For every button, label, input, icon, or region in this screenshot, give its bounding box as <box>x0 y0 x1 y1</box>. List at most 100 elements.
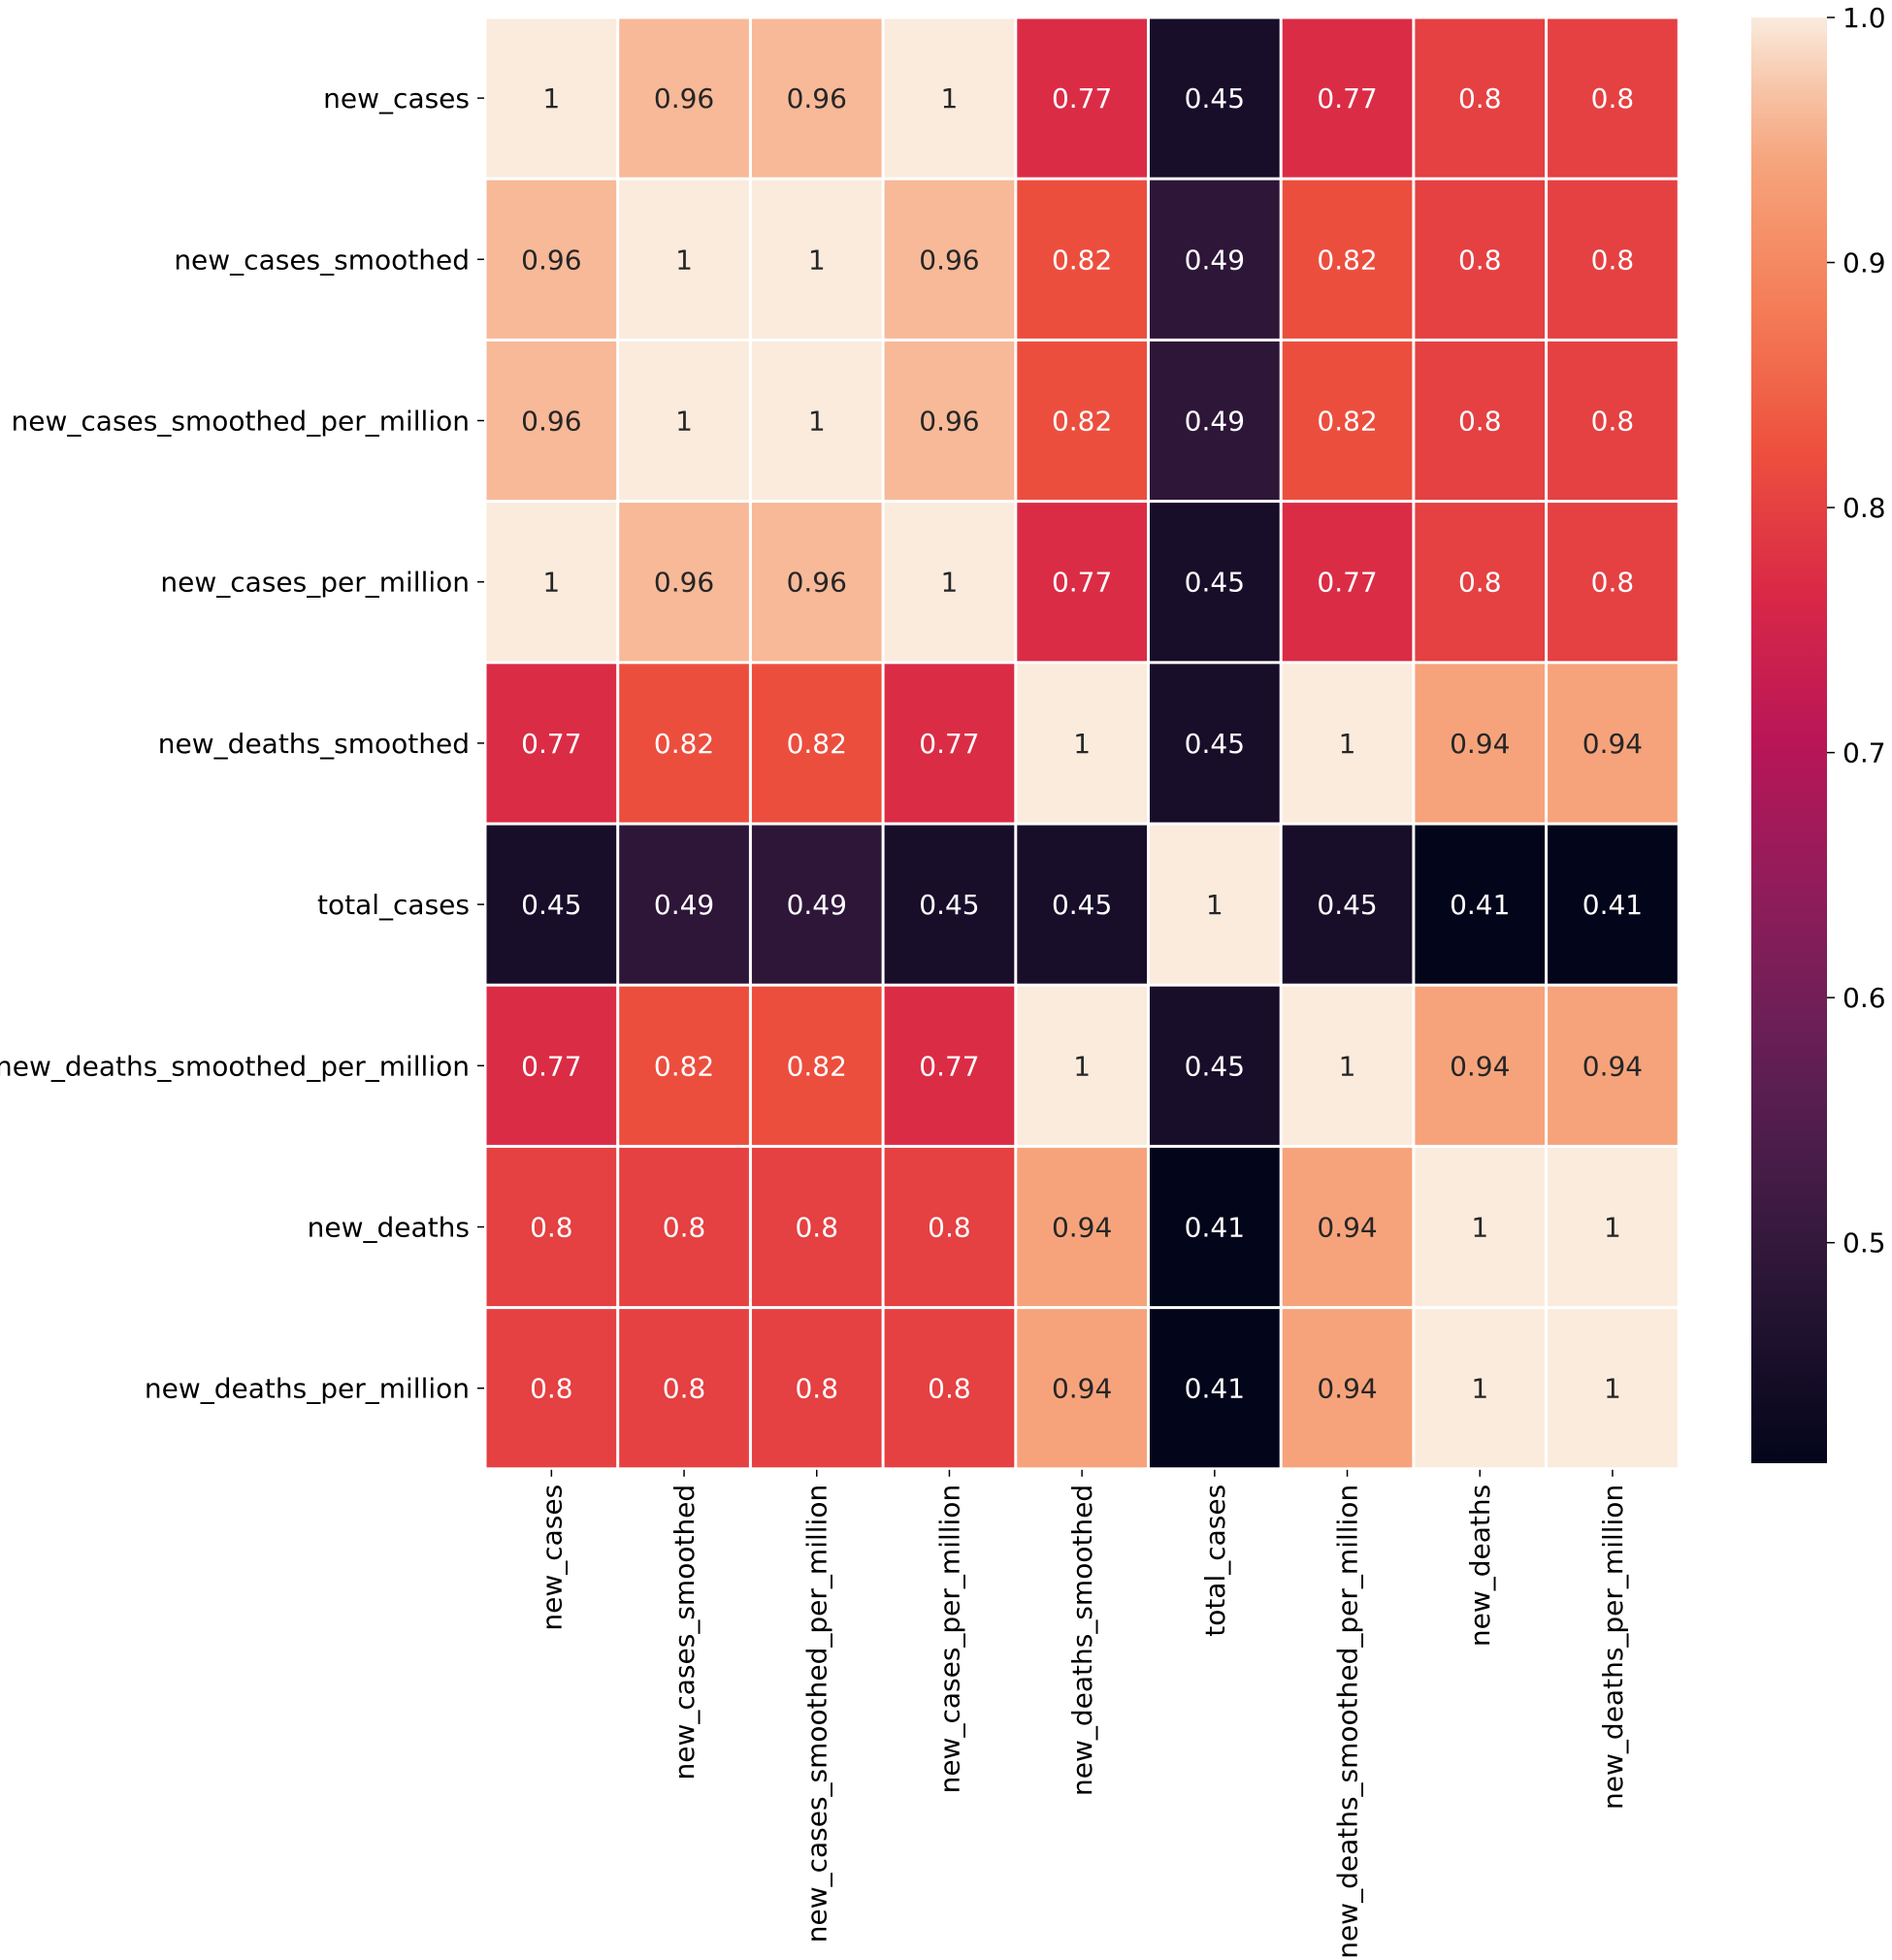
cell-value-label: 1 <box>941 567 959 599</box>
colorbar-tick-label: 1.0 <box>1843 2 1886 34</box>
cell-value-label: 1 <box>675 406 693 438</box>
x-axis-tick-label: new_cases_smoothed <box>669 1485 701 1780</box>
cell-value-label: 0.45 <box>1185 1050 1245 1082</box>
colorbar-tick-label: 0.9 <box>1843 247 1886 279</box>
heatmap-cell <box>1548 664 1678 823</box>
cell-value-label: 0.96 <box>654 567 714 599</box>
heatmap-cell <box>1282 341 1413 501</box>
heatmap-cell <box>1548 180 1678 339</box>
x-axis-tick-label: new_deaths <box>1464 1485 1496 1647</box>
heatmap-cell <box>1415 341 1546 501</box>
heatmap-cell <box>619 341 749 501</box>
cell-value-label: 0.77 <box>919 1050 979 1082</box>
heatmap-cell <box>1282 664 1413 823</box>
y-axis-tick-label: new_deaths <box>308 1212 470 1244</box>
cell-value-label: 0.8 <box>1458 244 1502 276</box>
cell-value-label: 0.94 <box>1317 1212 1377 1244</box>
cell-value-label: 1 <box>941 82 959 114</box>
cell-value-label: 0.82 <box>1052 406 1112 438</box>
y-axis-tick-label: new_cases_smoothed_per_million <box>12 406 470 438</box>
heatmap-cell <box>751 503 882 662</box>
cell-value-label: 0.96 <box>919 406 979 438</box>
heatmap-cell <box>1017 18 1147 178</box>
y-axis-tick-label: new_cases_smoothed <box>174 244 470 276</box>
heatmap-cell <box>751 18 882 178</box>
cell-value-label: 0.8 <box>530 1212 573 1244</box>
colorbar: 0.5 0.6 0.7 0.8 0.9 1.0 <box>1751 2 1886 1463</box>
heatmap-cell <box>1150 664 1280 823</box>
cell-value-label: 1 <box>542 82 560 114</box>
heatmap-cell <box>486 1147 617 1307</box>
heatmap-cell <box>619 825 749 984</box>
cell-value-label: 0.8 <box>795 1212 838 1244</box>
cell-value-label: 0.8 <box>1458 567 1502 599</box>
x-axis-tick-label: new_deaths_per_million <box>1597 1485 1629 1810</box>
colorbar-tick-label: 0.8 <box>1843 492 1886 524</box>
colorbar-gradient <box>1751 17 1827 1463</box>
heatmap-cell <box>1150 341 1280 501</box>
cell-value-label: 0.77 <box>521 728 581 760</box>
heatmap-cell <box>1548 986 1678 1145</box>
heatmap-cell <box>1150 986 1280 1145</box>
heatmap-cell <box>1415 180 1546 339</box>
cell-value-label: 0.94 <box>1450 1050 1510 1082</box>
heatmap-cell <box>884 180 1015 339</box>
heatmap-cell <box>1150 18 1280 178</box>
x-axis-tick-label: new_deaths_smoothed_per_million <box>1332 1485 1364 1959</box>
heatmap-cell <box>486 180 617 339</box>
cell-value-label: 0.82 <box>787 1050 847 1082</box>
heatmap-cell <box>884 1309 1015 1468</box>
heatmap-cell <box>1150 1147 1280 1307</box>
heatmap-cell <box>619 664 749 823</box>
heatmap-cell <box>486 986 617 1145</box>
cell-value-label: 0.77 <box>1052 567 1112 599</box>
heatmap-cell <box>1282 986 1413 1145</box>
cell-value-label: 0.96 <box>787 567 847 599</box>
heatmap-cell <box>1017 1147 1147 1307</box>
cell-value-label: 0.8 <box>1458 406 1502 438</box>
heatmap-cell <box>1282 1147 1413 1307</box>
cell-value-label: 0.96 <box>787 82 847 114</box>
x-axis-tick-labels: new_cases new_cases_smoothed new_cases_smo… <box>536 1469 1629 1959</box>
x-axis-tick-label: total_cases <box>1199 1485 1231 1637</box>
heatmap-cell <box>1548 503 1678 662</box>
cell-value-label: 0.8 <box>1591 82 1635 114</box>
heatmap-cell <box>619 986 749 1145</box>
cell-value-label: 0.82 <box>1317 244 1377 276</box>
heatmap-cell <box>1282 825 1413 984</box>
cell-value-label: 0.8 <box>530 1373 573 1405</box>
cell-value-label: 0.82 <box>1317 406 1377 438</box>
cell-value-label: 0.49 <box>1185 244 1245 276</box>
heatmap-cell <box>486 1309 617 1468</box>
cell-value-label: 0.45 <box>1185 567 1245 599</box>
heatmap-cell <box>1017 664 1147 823</box>
heatmap-cell <box>1415 986 1546 1145</box>
cell-value-label: 1 <box>1604 1373 1621 1405</box>
cell-value-label: 0.8 <box>1458 82 1502 114</box>
cell-value-label: 0.82 <box>787 728 847 760</box>
cell-value-label: 0.82 <box>654 728 714 760</box>
cell-value-label: 0.94 <box>1052 1373 1112 1405</box>
cell-value-label: 0.77 <box>1317 567 1377 599</box>
heatmap-cell <box>486 341 617 501</box>
heatmap-cell <box>1415 1147 1546 1307</box>
cell-value-label: 0.96 <box>521 244 581 276</box>
cell-value-label: 1 <box>1339 1050 1356 1082</box>
cell-value-label: 1 <box>1604 1212 1621 1244</box>
cell-value-label: 0.96 <box>919 244 979 276</box>
heatmap-cell <box>486 825 617 984</box>
cell-value-label: 0.45 <box>1052 889 1112 921</box>
y-axis-tick-label: new_cases_per_million <box>160 567 470 599</box>
heatmap-cell <box>751 180 882 339</box>
heatmap-cell <box>751 825 882 984</box>
cell-value-label: 0.77 <box>919 728 979 760</box>
y-axis-tick-label: total_cases <box>317 889 470 921</box>
heatmap-cell <box>884 18 1015 178</box>
y-axis-tick-label: new_deaths_per_million <box>145 1373 470 1405</box>
heatmap-cell <box>1548 341 1678 501</box>
cell-value-label: 0.41 <box>1450 889 1510 921</box>
heatmap-cell <box>1017 503 1147 662</box>
heatmap-cell <box>619 1309 749 1468</box>
cell-value-label: 0.82 <box>1052 244 1112 276</box>
heatmap-cell <box>1548 1147 1678 1307</box>
